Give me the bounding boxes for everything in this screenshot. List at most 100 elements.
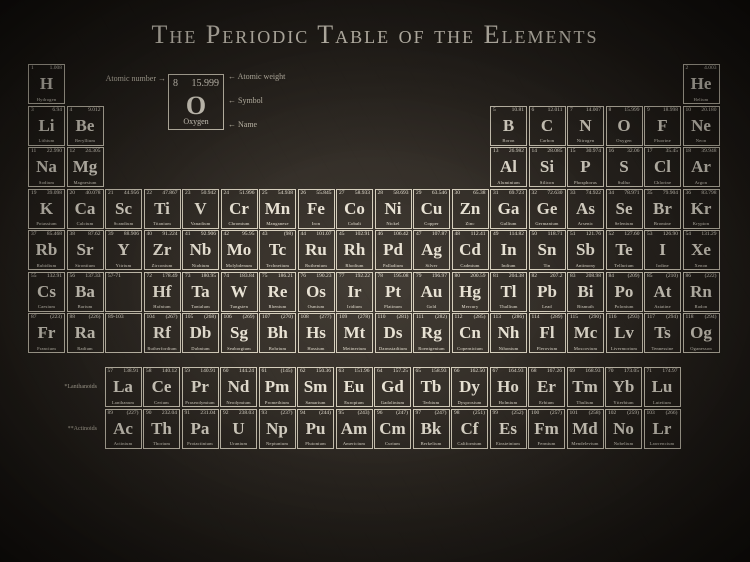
atomic-number: 70 <box>608 369 614 375</box>
atomic-number: 56 <box>70 274 76 280</box>
atomic-weight: 200.59 <box>470 274 485 280</box>
element-symbol: V <box>183 200 218 217</box>
atomic-number: 15 <box>570 149 576 155</box>
element-cell: 2758.933CoCobalt <box>336 189 373 229</box>
element-symbol: Nd <box>221 378 256 395</box>
element-name: Fluorine <box>645 139 680 144</box>
element-symbol: F <box>645 117 680 134</box>
element-cell: 83208.98BiBismuth <box>567 272 604 312</box>
element-cell: 2963.546CuCopper <box>413 189 450 229</box>
atomic-weight: 72.630 <box>547 191 562 197</box>
atomic-number: 80 <box>455 274 461 280</box>
element-name: Hydrogen <box>29 98 64 103</box>
element-cell: 69168.93TmThulium <box>567 367 604 407</box>
element-name: Xenon <box>684 264 719 269</box>
element-name: Lead <box>530 305 565 310</box>
atomic-weight: (210) <box>666 274 678 280</box>
element-name: Thorium <box>144 442 179 447</box>
atomic-number: 90 <box>146 411 152 417</box>
element-symbol: Rh <box>337 241 372 258</box>
element-cell: 2858.693NiNickel <box>375 189 412 229</box>
atomic-weight: (145) <box>281 369 293 375</box>
atomic-weight: 15.999 <box>624 108 639 114</box>
atomic-weight: (270) <box>281 315 293 321</box>
element-name: Fermium <box>529 442 564 447</box>
element-cell: 11.008HHydrogen <box>28 64 65 104</box>
atomic-number: 97 <box>416 411 422 417</box>
atomic-number: 107 <box>262 315 270 321</box>
element-name: Flerovium <box>530 347 565 352</box>
element-symbol: Ir <box>337 283 372 300</box>
atomic-weight: 39.098 <box>47 191 62 197</box>
atomic-number: 65 <box>416 369 422 375</box>
element-cell: 107(270)BhBohrium <box>259 313 296 353</box>
element-symbol: Al <box>491 158 526 175</box>
element-symbol: Ba <box>68 283 103 300</box>
atomic-number: 6 <box>532 108 535 114</box>
element-name: Iridium <box>337 305 372 310</box>
atomic-number: 24 <box>224 191 230 197</box>
element-cell: 90232.04ThThorium <box>143 409 180 449</box>
element-symbol: Mn <box>260 200 295 217</box>
element-name: Yttrium <box>106 264 141 269</box>
atomic-weight: (244) <box>319 411 331 417</box>
element-cell: 61(145)PmPromethium <box>259 367 296 407</box>
element-name: Oganesson <box>684 347 719 352</box>
element-name: Thulium <box>568 401 603 406</box>
atomic-weight: (223) <box>50 315 62 321</box>
atomic-number: 42 <box>224 232 230 238</box>
element-symbol: Lu <box>645 378 680 395</box>
atomic-number: 101 <box>570 411 578 417</box>
element-cell: 2247.867TiTitanium <box>144 189 181 229</box>
f-block-grid: *Lanthanoids **Actinoids 57138.91LaLanth… <box>28 367 722 449</box>
element-cell: 57138.91LaLanthanum <box>105 367 142 407</box>
atomic-number: 100 <box>531 411 539 417</box>
element-cell: 98(251)CfCalifornium <box>451 409 488 449</box>
element-cell: 113(286)NhNihonium <box>490 313 527 353</box>
element-symbol: Ce <box>144 378 179 395</box>
atomic-weight: 151.96 <box>354 369 369 375</box>
element-name: Europium <box>337 401 372 406</box>
element-name: Beryllium <box>68 139 103 144</box>
atomic-weight: (247) <box>396 411 408 417</box>
element-cell: 106(269)SgSeaborgium <box>221 313 258 353</box>
element-symbol: Mo <box>222 241 257 258</box>
element-cell: 73180.95TaTantalum <box>182 272 219 312</box>
element-symbol: Pa <box>183 420 218 437</box>
atomic-weight: 126.90 <box>663 232 678 238</box>
element-cell: 77192.22IrIridium <box>336 272 373 312</box>
atomic-weight: 101.07 <box>316 232 331 238</box>
element-cell: 55132.91CsCaesium <box>28 272 65 312</box>
atomic-weight: 231.04 <box>200 411 215 417</box>
element-name: Copper <box>414 222 449 227</box>
element-cell: 1839.948ArArgon <box>683 147 720 187</box>
element-cell: 93(237)NpNeptunium <box>259 409 296 449</box>
element-cell: 24.003HeHelium <box>683 64 720 104</box>
element-symbol: Ac <box>106 420 141 437</box>
element-symbol: Np <box>260 420 295 437</box>
atomic-weight: 20.180 <box>701 108 716 114</box>
element-cell: 89-103 <box>105 313 142 353</box>
element-symbol: Co <box>337 200 372 217</box>
element-symbol: H <box>29 75 64 92</box>
atomic-number: 71 <box>647 369 653 375</box>
element-name: Dysprosium <box>452 401 487 406</box>
element-symbol: Fe <box>299 200 334 217</box>
element-cell: 50118.71SnTin <box>529 230 566 270</box>
element-symbol: Ti <box>145 200 180 217</box>
element-symbol: Hg <box>453 283 488 300</box>
element-symbol: Pu <box>298 420 333 437</box>
element-name: Oxygen <box>607 139 642 144</box>
element-name: Nobelium <box>606 442 641 447</box>
atomic-weight: 26.982 <box>509 149 524 155</box>
element-symbol: S <box>607 158 642 175</box>
element-symbol: In <box>491 241 526 258</box>
element-name: Platinum <box>376 305 411 310</box>
atomic-number: 38 <box>70 232 76 238</box>
atomic-weight: (269) <box>243 315 255 321</box>
element-name: Polonium <box>607 305 642 310</box>
element-name: Germanium <box>530 222 565 227</box>
atomic-weight: 78.971 <box>624 191 639 197</box>
atomic-number: 46 <box>378 232 384 238</box>
atomic-number: 118 <box>686 315 694 321</box>
